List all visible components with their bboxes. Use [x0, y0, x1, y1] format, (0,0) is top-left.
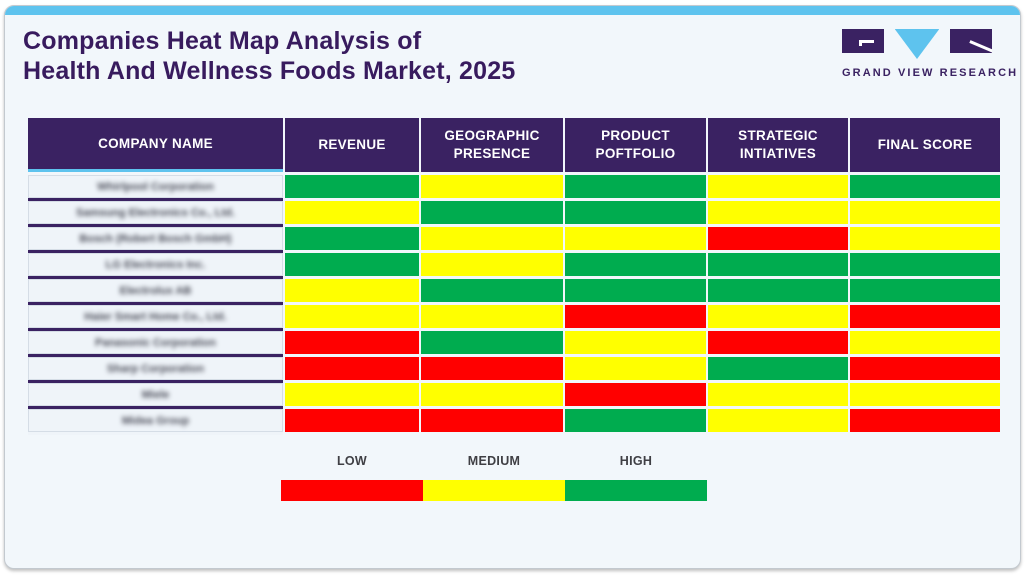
heat-cell-high	[708, 279, 848, 302]
heat-cell-medium	[421, 253, 563, 276]
company-cell: Electrolux AB	[28, 279, 283, 305]
heat-cell-medium	[421, 175, 563, 198]
page-title: Companies Heat Map Analysis of Health An…	[23, 26, 515, 86]
company-cell: LG Electronics Inc.	[28, 253, 283, 279]
heat-cell-high	[850, 279, 1000, 302]
heat-cell-medium	[708, 201, 848, 224]
heat-cell-high	[285, 227, 419, 250]
company-name: Samsung Electronics Co., Ltd.	[76, 206, 235, 219]
page-title-line1: Companies Heat Map Analysis of	[23, 27, 422, 55]
heat-cell-high	[565, 253, 706, 276]
company-cell: Panasonic Corporation	[28, 331, 283, 357]
company-name: Panasonic Corporation	[94, 336, 217, 349]
heatmap-header-row: COMPANY NAME REVENUE GEOGRAPHIC PRESENCE…	[28, 118, 1000, 172]
company-name: Midea Group	[121, 414, 190, 427]
heat-cell-medium	[421, 383, 563, 406]
company-cell: Bosch (Robert Bosch GmbH)	[28, 227, 283, 253]
heat-cell-high	[565, 201, 706, 224]
heat-cell-high	[708, 357, 848, 380]
heat-cell-low	[421, 357, 563, 380]
company-name: LG Electronics Inc.	[105, 258, 206, 271]
company-cell: Samsung Electronics Co., Ltd.	[28, 201, 283, 227]
heat-cell-low	[285, 357, 419, 380]
heatmap-legend: LOW MEDIUM HIGH	[281, 454, 707, 501]
column-header-company-name: COMPANY NAME	[28, 118, 283, 172]
legend-swatch-medium	[423, 480, 565, 501]
legend-swatch-low	[281, 480, 423, 501]
heat-cell-medium	[285, 279, 419, 302]
gvr-logo-g-icon	[842, 29, 884, 53]
gvr-logo: GRAND VIEW RESEARCH	[842, 29, 1019, 79]
legend-label-low: LOW	[336, 454, 368, 468]
heat-cell-high	[565, 279, 706, 302]
heat-cell-medium	[285, 305, 419, 328]
heat-cell-high	[850, 253, 1000, 276]
column-header-revenue: REVENUE	[285, 118, 419, 172]
heat-cell-low	[565, 383, 706, 406]
heat-cell-high	[285, 253, 419, 276]
legend-color-bar	[281, 480, 707, 501]
heat-cell-low	[421, 409, 563, 432]
company-cell: Haier Smart Home Co., Ltd.	[28, 305, 283, 331]
company-name: Electrolux AB	[119, 284, 192, 297]
company-cell: Miele	[28, 383, 283, 409]
heat-cell-low	[708, 331, 848, 354]
heat-cell-medium	[708, 409, 848, 432]
heat-cell-medium	[285, 201, 419, 224]
company-cell: Whirlpool Corporation	[28, 175, 283, 201]
heatmap-table: COMPANY NAME REVENUE GEOGRAPHIC PRESENCE…	[28, 118, 1000, 435]
heat-cell-high	[421, 201, 563, 224]
heat-cell-low	[850, 409, 1000, 432]
legend-swatch-high	[565, 480, 707, 501]
heat-cell-medium	[850, 227, 1000, 250]
company-name: Bosch (Robert Bosch GmbH)	[79, 232, 232, 245]
heat-cell-low	[708, 227, 848, 250]
infographic-card: Companies Heat Map Analysis of Health An…	[4, 5, 1021, 569]
heat-cell-high	[565, 175, 706, 198]
column-header-final-score: FINAL SCORE	[850, 118, 1000, 172]
gvr-logo-shapes	[842, 29, 993, 61]
heat-cell-high	[565, 409, 706, 432]
heat-cell-medium	[708, 305, 848, 328]
column-header-strategic-initiatives: STRATEGIC INTIATIVES	[708, 118, 848, 172]
top-accent-bar	[5, 6, 1020, 15]
heat-cell-medium	[565, 331, 706, 354]
heat-cell-high	[285, 175, 419, 198]
heat-cell-low	[285, 331, 419, 354]
company-name: Whirlpool Corporation	[97, 180, 214, 193]
heatmap-body: Whirlpool Corporation Samsung Electronics…	[28, 175, 1000, 435]
heat-cell-high	[421, 331, 563, 354]
legend-label-medium: MEDIUM	[467, 454, 521, 468]
heat-cell-medium	[850, 331, 1000, 354]
company-name: Miele	[141, 388, 170, 401]
heat-cell-medium	[708, 175, 848, 198]
gvr-logo-r-icon	[950, 29, 993, 53]
column-header-product-portfolio: PRODUCT POFTFOLIO	[565, 118, 706, 172]
page-title-line2: Health And Wellness Foods Market, 2025	[23, 57, 516, 85]
gvr-logo-text: GRAND VIEW RESEARCH	[842, 67, 1019, 79]
gvr-logo-v-icon	[894, 29, 940, 59]
heat-cell-low	[850, 305, 1000, 328]
legend-labels: LOW MEDIUM HIGH	[281, 454, 707, 468]
column-header-geographic-presence: GEOGRAPHIC PRESENCE	[421, 118, 563, 172]
company-cell: Sharp Corporation	[28, 357, 283, 383]
heat-cell-medium	[285, 383, 419, 406]
heat-cell-medium	[708, 383, 848, 406]
heat-cell-medium	[421, 305, 563, 328]
company-name: Haier Smart Home Co., Ltd.	[84, 310, 227, 323]
legend-label-high: HIGH	[619, 454, 653, 468]
heat-cell-low	[285, 409, 419, 432]
heat-cell-high	[850, 175, 1000, 198]
heat-cell-medium	[850, 383, 1000, 406]
company-name: Sharp Corporation	[106, 362, 205, 375]
heat-cell-medium	[565, 357, 706, 380]
heat-cell-low	[850, 357, 1000, 380]
heat-cell-medium	[421, 227, 563, 250]
heat-cell-low	[565, 305, 706, 328]
company-cell: Midea Group	[28, 409, 283, 435]
heat-cell-medium	[565, 227, 706, 250]
heat-cell-high	[708, 253, 848, 276]
heat-cell-medium	[850, 201, 1000, 224]
heat-cell-high	[421, 279, 563, 302]
